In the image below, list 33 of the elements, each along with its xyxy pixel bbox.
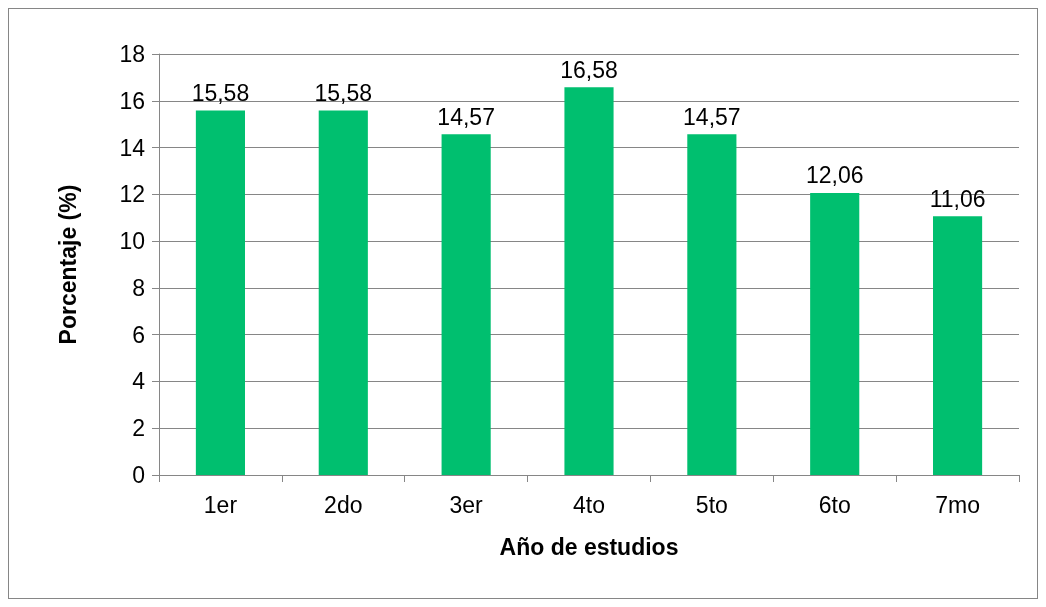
y-tick-label: 6 [132, 321, 145, 348]
data-label: 16,58 [560, 56, 618, 83]
bar [687, 134, 737, 475]
bar [318, 110, 368, 475]
y-tick-label: 16 [119, 87, 145, 114]
bar [933, 216, 983, 475]
x-axis-title: Año de estudios [499, 533, 679, 560]
data-label: 11,06 [929, 185, 986, 212]
y-axis-title: Porcentaje (%) [54, 184, 81, 345]
data-label: 14,57 [683, 103, 741, 130]
x-tick-label: 3er [449, 491, 484, 518]
x-tick-label: 5to [695, 491, 728, 518]
x-tick-label: 7mo [935, 491, 980, 518]
data-label: 14,57 [437, 103, 495, 130]
x-tick-label: 1er [203, 491, 238, 518]
bar [195, 110, 245, 475]
y-tick-label: 12 [119, 181, 145, 208]
bar [810, 192, 860, 475]
x-tick-label: 2do [324, 491, 363, 518]
bar [564, 87, 614, 475]
data-label: 15,58 [191, 80, 250, 107]
y-tick-label: 14 [119, 134, 146, 161]
x-tick-label: 6to [818, 491, 851, 518]
data-label: 12,06 [805, 162, 864, 189]
x-tick-label: 4to [573, 491, 605, 518]
y-tick-label: 18 [119, 41, 145, 67]
y-tick-label: 8 [132, 274, 145, 301]
bar [441, 134, 491, 475]
data-label: 15,58 [314, 80, 373, 107]
y-tick-label: 2 [132, 415, 145, 442]
y-tick-label: 4 [132, 368, 146, 395]
y-tick-label: 10 [119, 228, 145, 255]
y-tick-label: 0 [132, 462, 145, 488]
